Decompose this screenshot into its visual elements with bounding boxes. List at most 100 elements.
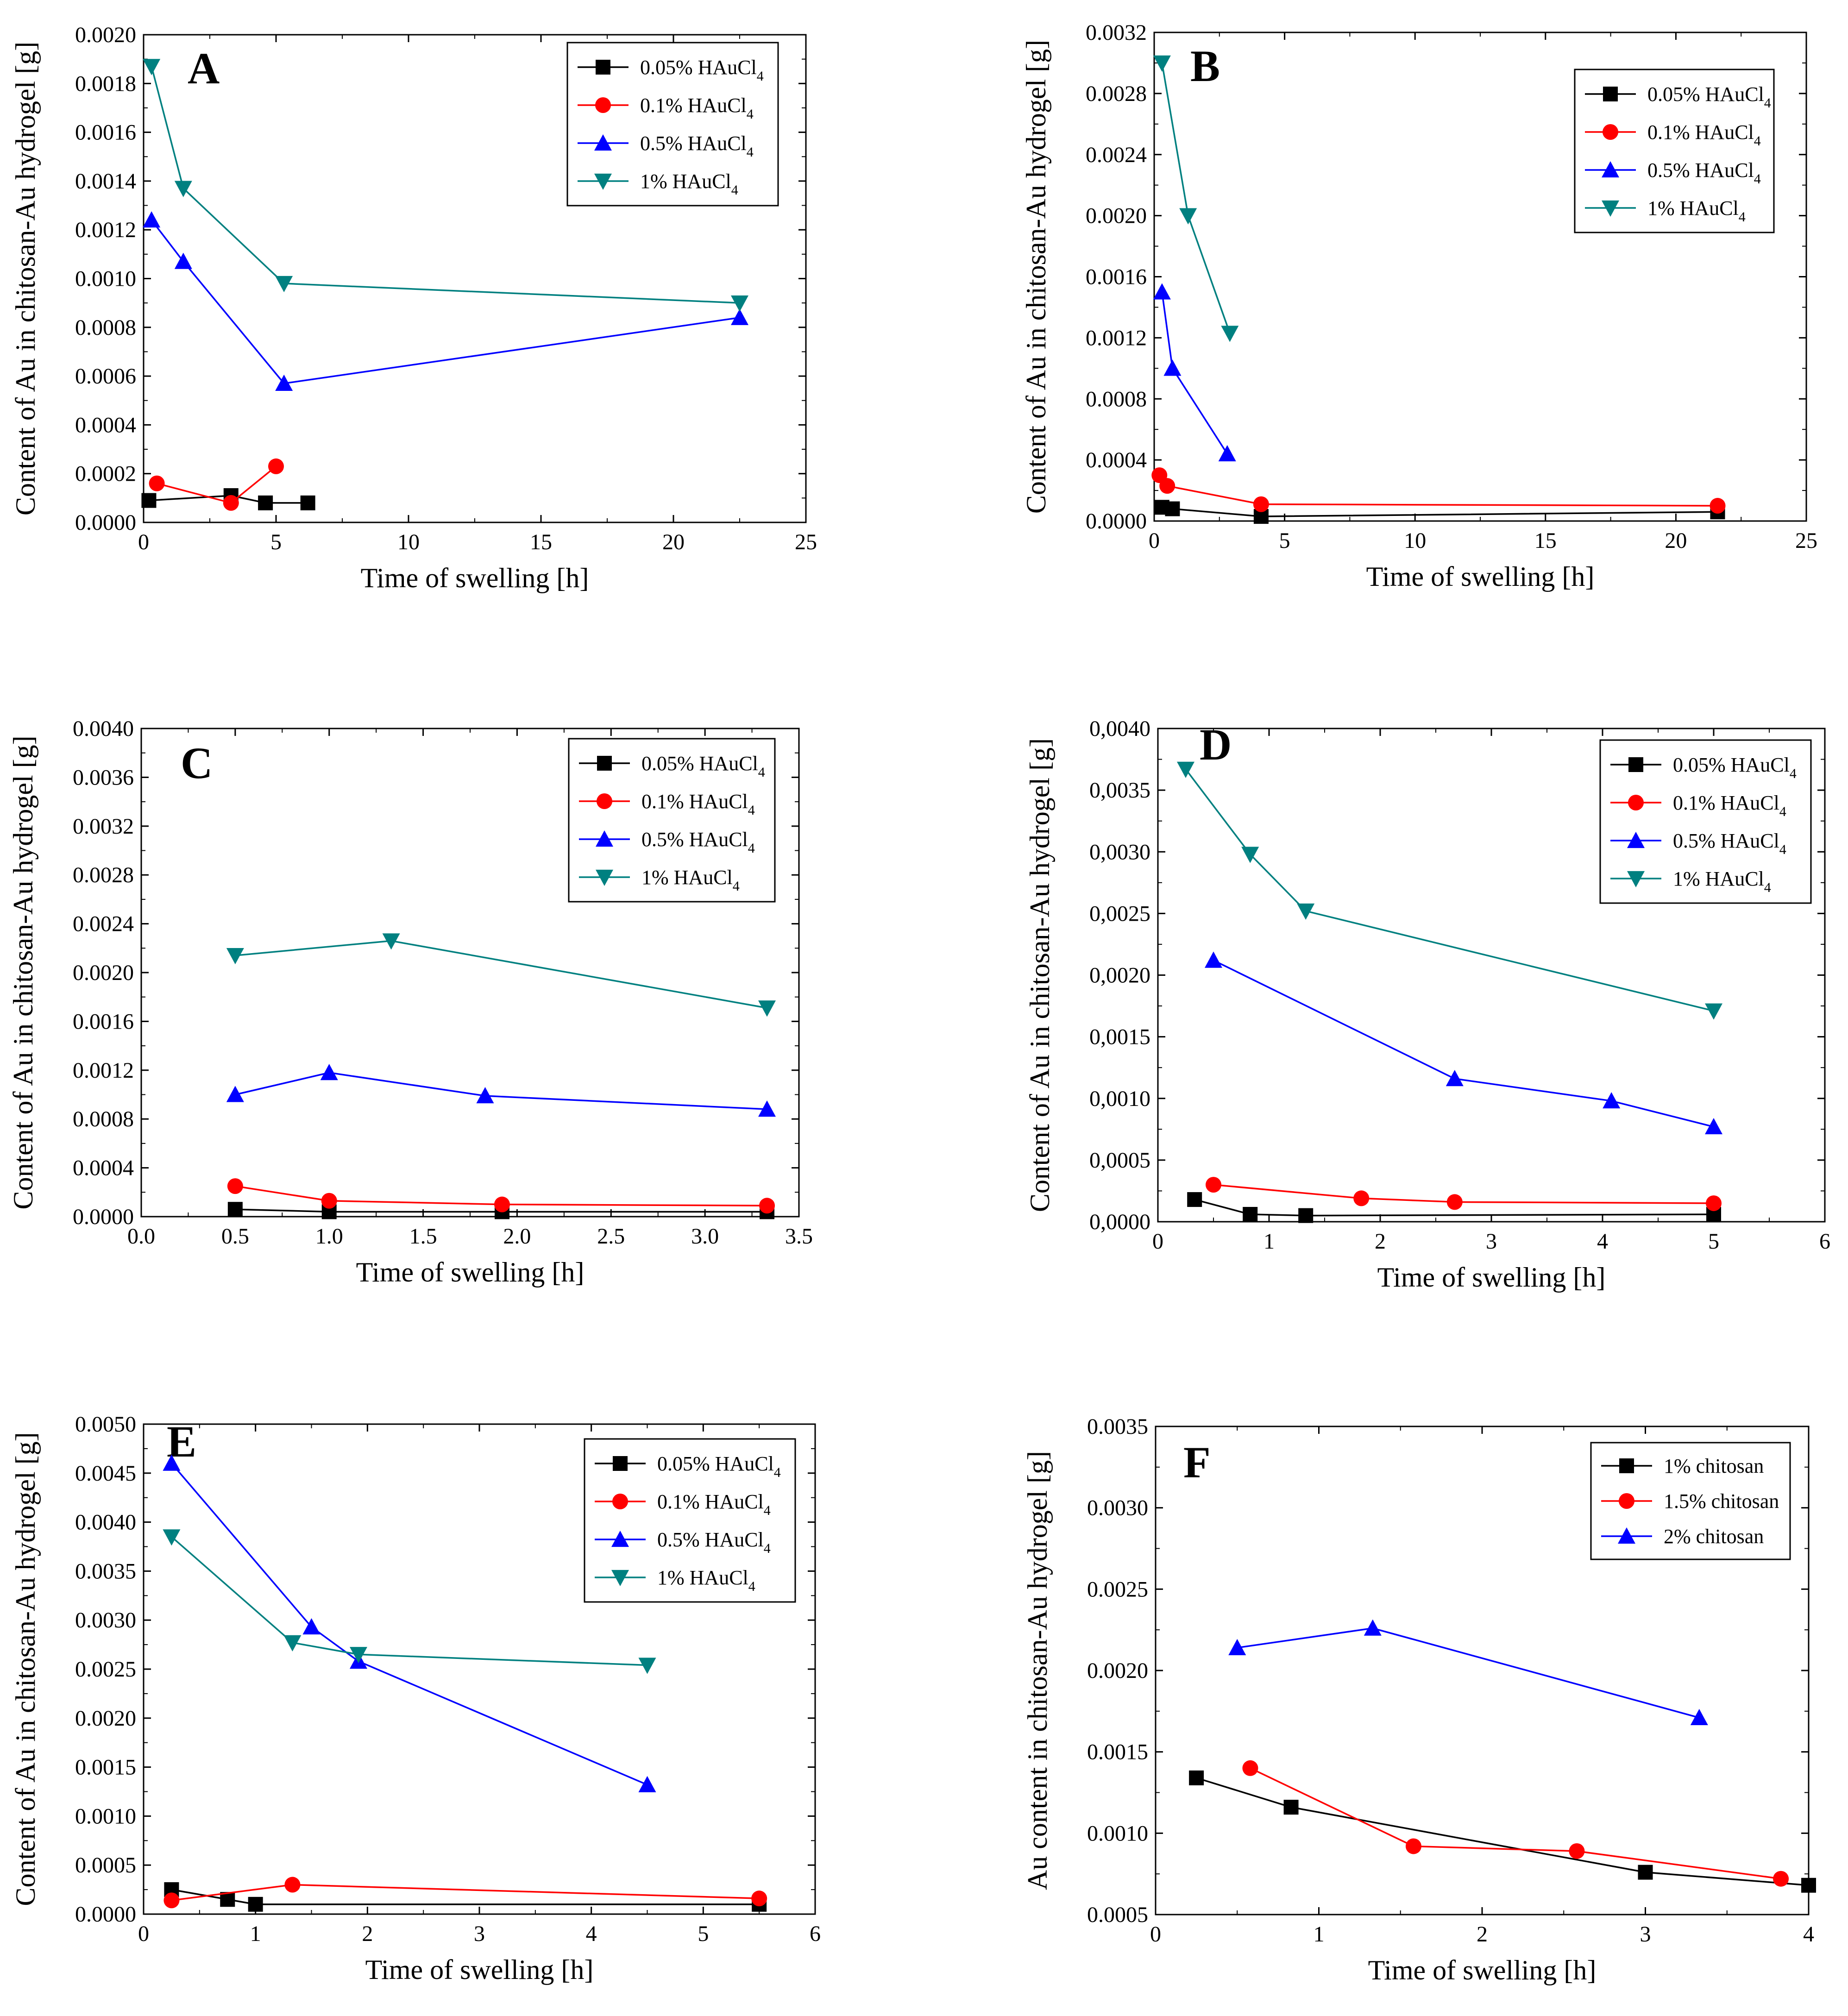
data-point xyxy=(174,181,192,197)
y-tick-label: 0.0025 xyxy=(75,1657,136,1682)
series-line xyxy=(171,1463,648,1786)
x-axis-title: Time of swelling [h] xyxy=(365,1954,594,1985)
legend: 1% chitosan 1.5% chitosan 2% chitosan xyxy=(1590,1442,1791,1560)
series-line xyxy=(1161,63,1231,334)
x-tick-label: 4 xyxy=(1803,1922,1814,1947)
data-point xyxy=(1710,498,1726,514)
series-line xyxy=(1250,1767,1781,1880)
y-tick-label: 0.0020 xyxy=(73,961,134,985)
series-4 xyxy=(143,59,748,312)
data-point xyxy=(1569,1843,1585,1859)
series-2 xyxy=(1242,1760,1789,1887)
y-tick-label: 0.0004 xyxy=(73,1156,134,1181)
data-point xyxy=(320,1064,338,1080)
y-tick-label: 0,0035 xyxy=(1089,778,1150,803)
y-tick-label: 0.0012 xyxy=(73,1058,134,1083)
data-point xyxy=(1446,1194,1463,1210)
data-point xyxy=(494,1196,510,1212)
chart-panel-d: 0 1 2 3 4 5 6 0,0000 0,0005 0,0010 0,0015 0,0020 0,0… xyxy=(1025,716,1830,1293)
chart-panel-f: 0 1 2 3 4 0.0005 0.0010 0.0015 0.0020 0.0025 0.003… xyxy=(1022,1414,1816,1985)
y-tick-label: 0.0004 xyxy=(1086,448,1147,472)
data-point xyxy=(1241,847,1259,863)
series-2 xyxy=(149,458,284,511)
data-point xyxy=(248,1897,263,1912)
legend-swatch-marker xyxy=(1602,161,1619,178)
x-tick-label: 5 xyxy=(1279,528,1290,553)
legend-swatch-marker xyxy=(1619,1458,1634,1473)
y-tick-label: 0.0010 xyxy=(75,267,136,291)
legend-swatch-marker xyxy=(594,134,612,151)
x-tick-label: 10 xyxy=(1404,528,1426,553)
data-point xyxy=(226,948,244,965)
series-line xyxy=(1213,1184,1714,1204)
chart-panel-b: 0 5 10 15 20 25 0.0000 0.0004 0.0008 0.0012 0.0016… xyxy=(1021,20,1817,592)
y-tick-label: 0.0004 xyxy=(75,413,136,437)
series-line xyxy=(235,1185,767,1207)
x-tick-label: 0 xyxy=(1150,1922,1161,1947)
x-axis-title: Time of swelling [h] xyxy=(1366,561,1595,592)
series-2 xyxy=(1151,467,1726,514)
data-point xyxy=(1603,1092,1621,1109)
data-point xyxy=(1228,1639,1246,1655)
y-tick-label: 0,0040 xyxy=(1089,716,1150,741)
data-point xyxy=(731,308,748,325)
data-point xyxy=(141,493,157,508)
y-tick-label: 0.0008 xyxy=(73,1107,134,1131)
legend-swatch-marker xyxy=(597,793,612,809)
x-tick-label: 0 xyxy=(138,530,149,554)
data-point xyxy=(1705,1118,1722,1135)
y-tick-label: 0.0024 xyxy=(1086,143,1147,167)
y-tick-label: 0,0015 xyxy=(1089,1025,1150,1049)
series-line xyxy=(151,66,740,304)
legend-swatch-marker xyxy=(1628,795,1644,810)
y-tick-label: 0.0015 xyxy=(1087,1740,1148,1765)
y-axis-title: Content of Au in chitosan-Au hydrogel [g… xyxy=(8,735,38,1209)
x-tick-label: 20 xyxy=(1665,528,1687,553)
y-tick-label: 0.0050 xyxy=(75,1412,136,1437)
data-point xyxy=(758,1100,776,1117)
data-point xyxy=(1283,1800,1299,1815)
x-tick-label: 3 xyxy=(474,1922,485,1946)
y-tick-label: 0,0030 xyxy=(1089,840,1150,864)
data-point xyxy=(321,1193,337,1209)
data-point xyxy=(149,475,165,491)
series-4 xyxy=(226,933,776,1017)
y-tick-label: 0.0024 xyxy=(73,912,134,936)
x-tick-label: 0 xyxy=(138,1922,149,1946)
data-point xyxy=(1705,1003,1722,1020)
data-point xyxy=(258,495,273,510)
legend-swatch-marker xyxy=(1603,87,1618,101)
legend-swatch-marker xyxy=(612,1494,628,1509)
x-axis-title: Time of swelling [h] xyxy=(1377,1262,1606,1293)
data-point xyxy=(143,59,161,75)
data-point xyxy=(350,1647,367,1664)
y-tick-label: 0.0012 xyxy=(1086,326,1147,350)
series-3 xyxy=(226,1064,776,1117)
data-point xyxy=(223,495,239,511)
legend-swatch-marker xyxy=(596,830,613,847)
y-tick-label: 0,0010 xyxy=(1089,1087,1150,1111)
data-point xyxy=(638,1658,656,1674)
y-tick-label: 0.0008 xyxy=(1086,387,1147,411)
x-tick-label: 0.5 xyxy=(221,1224,249,1249)
data-point xyxy=(1187,1192,1202,1207)
x-tick-label: 3 xyxy=(1486,1229,1497,1254)
x-tick-label: 10 xyxy=(397,530,420,554)
y-tick-label: 0,0000 xyxy=(1089,1210,1150,1234)
series-line xyxy=(235,1208,767,1213)
series-2 xyxy=(227,1178,775,1214)
data-point xyxy=(226,1086,244,1102)
data-point xyxy=(1179,208,1197,225)
y-tick-label: 0,0025 xyxy=(1089,901,1150,926)
legend-swatch-marker xyxy=(1603,124,1618,140)
series-line xyxy=(1162,506,1718,517)
x-tick-label: 2 xyxy=(362,1922,373,1946)
y-tick-label: 0.0015 xyxy=(75,1755,136,1780)
series-line xyxy=(1237,1627,1700,1719)
chart-panel-c: 0.0 0.5 1.0 1.5 2.0 2.5 3.0 3.5 0.0000 0.0004 0.00… xyxy=(8,716,813,1287)
data-point xyxy=(302,1618,321,1635)
legend-swatch-marker xyxy=(1627,832,1645,848)
